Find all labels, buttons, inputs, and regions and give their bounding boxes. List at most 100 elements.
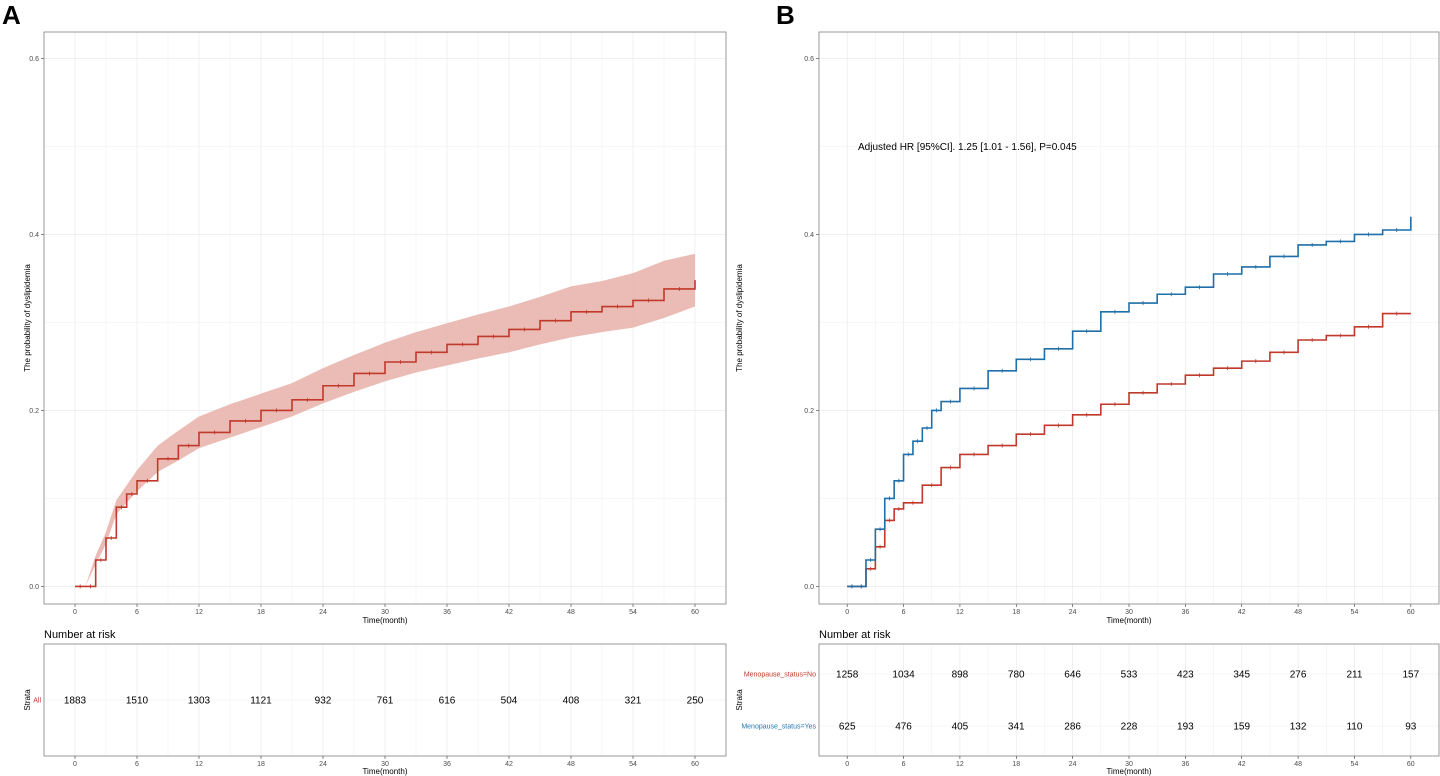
panel-a-xtick-label-9: 54 [629, 609, 637, 616]
panel-a-risk-title: Number at risk [44, 629, 116, 641]
panel-a-xtick-label-2: 12 [195, 609, 203, 616]
panel-a-risk-xtick-label-0: 0 [73, 761, 77, 768]
panel-b-xtick-label-6: 36 [1181, 609, 1189, 616]
panel-b-risk-value-0-7: 345 [1233, 670, 1250, 681]
panel-b-xtick-label-8: 48 [1294, 609, 1302, 616]
panel-b-ytick-label-3: 0.6 [804, 56, 814, 63]
panel-a-xtick-label-0: 0 [73, 609, 77, 616]
panel-b-risk-xtick-label-4: 24 [1069, 761, 1077, 768]
panel-b-ytick-label-2: 0.4 [804, 232, 814, 239]
panel-a-xtick-label-10: 60 [691, 609, 699, 616]
panel-b-risk-value-1-3: 341 [1008, 722, 1025, 733]
panel-a-risk-xtick-label-10: 60 [691, 761, 699, 768]
panel-b-xtick-label-2: 12 [956, 609, 964, 616]
panel-b-x-axis-title: Time(month) [1106, 616, 1151, 625]
panel-a-risk-xtick-label-8: 48 [567, 761, 575, 768]
panel-a-risk-value-0-8: 408 [563, 696, 580, 707]
panel-a-risk-x-title: Time(month) [362, 767, 407, 776]
panel-b-strata-name-1: Menopause_status=Yes [741, 724, 816, 731]
panel-b-risk-xtick-label-8: 48 [1294, 761, 1302, 768]
panel-b-xtick-label-10: 60 [1407, 609, 1415, 616]
panel-a-y-ticks: 0.0 0.2 0.4 0.6 [29, 56, 44, 591]
panel-b-label: B [776, 0, 795, 30]
panel-a-risk-value-0-6: 616 [439, 696, 456, 707]
panel-b-risk-rows: Menopause_status=No 1258 1034 898 780 646 533 4… [741, 670, 1419, 733]
panel-a-risk-value-0-4: 932 [315, 696, 332, 707]
panel-a-risk-xtick-label-2: 12 [195, 761, 203, 768]
panel-b-xtick-label-4: 24 [1069, 609, 1077, 616]
panel-a-risk-value-0-1: 1510 [126, 696, 149, 707]
panel-a-risk-rows: All 1883 1510 1303 1121 932 761 616 504 408 321 250 [33, 696, 704, 707]
panel-b-risk-table: Number at risk Menopause_status=No 1258 10… [735, 629, 1440, 776]
panel-b-risk-title: Number at risk [819, 629, 891, 641]
panel-b-strata-label: Strata [735, 689, 744, 711]
panel-a-risk-value-0-3: 1121 [250, 696, 272, 707]
panel-b-frame [818, 31, 1440, 605]
panel-b-risk-xtick-label-0: 0 [845, 761, 849, 768]
panel-a-xtick-label-1: 6 [135, 609, 139, 616]
panel-b-risk-x-title: Time(month) [1106, 767, 1151, 776]
panel-b-grid [819, 32, 1439, 604]
panel-b-curve-1 [847, 216, 1412, 588]
panel-a-ci-band [75, 253, 695, 587]
panel-a-curves [75, 280, 696, 589]
panel-a-risk-value-0-7: 504 [501, 696, 518, 707]
panel-b-risk-value-1-10: 93 [1405, 722, 1417, 733]
panel-a-risk-grid [44, 644, 726, 756]
panel-b-risk-value-0-1: 1034 [892, 670, 915, 681]
panel-a-strata-label: Strata [23, 689, 32, 711]
panel-a-ytick-label-0: 0.0 [29, 584, 39, 591]
panel-a-xtick-label-3: 18 [257, 609, 265, 616]
panel-a-ci-area-0 [75, 253, 695, 587]
panel-b-ytick-label-0: 0.0 [804, 584, 814, 591]
panel-b-risk-value-1-8: 132 [1290, 722, 1307, 733]
panel-b-risk-xtick-label-9: 54 [1351, 761, 1359, 768]
panel-a-label: A [2, 0, 21, 30]
panel-b-curve-0 [847, 312, 1411, 588]
panel-a-strata-name-0: All [33, 698, 41, 705]
panel-a-risk-xtick-label-5: 30 [381, 761, 389, 768]
panel-b-risk-xtick-label-1: 6 [902, 761, 906, 768]
panel-b-plot: 0.0 0.2 0.4 0.6 0 6 12 18 24 30 36 42 48 54 60 Adjust… [735, 31, 1440, 625]
panel-b-xtick-label-1: 6 [902, 609, 906, 616]
panel-b-strata-name-0: Menopause_status=No [744, 672, 816, 679]
panel-b-risk-value-1-9: 110 [1346, 722, 1362, 733]
panel-a-risk-table: Number at risk All 1883 1510 1303 1121 932 761… [23, 629, 727, 776]
panel-b-risk-value-0-0: 1258 [836, 670, 859, 681]
panel-b-y-axis-title: The probability of dyslipidemia [735, 264, 744, 372]
panel-b-xtick-label-7: 42 [1238, 609, 1246, 616]
panel-b-risk-value-1-4: 286 [1064, 722, 1081, 733]
panel-a-y-axis-title: The probability of dyslipidemia [23, 264, 32, 372]
panel-b-y-ticks: 0.0 0.2 0.4 0.6 [804, 56, 819, 591]
panel-a-ytick-label-1: 0.2 [29, 408, 39, 415]
panel-a-risk-xtick-label-6: 36 [443, 761, 451, 768]
panel-b-risk-value-1-6: 193 [1177, 722, 1194, 733]
panel-b-xtick-label-9: 54 [1351, 609, 1359, 616]
panel-a-risk-xtick-label-4: 24 [319, 761, 327, 768]
panel-a-risk-x-ticks: 0 6 12 18 24 30 36 42 48 54 60 [73, 756, 699, 768]
panel-b-hr-annotation: Adjusted HR [95%CI]. 1.25 [1.01 - 1.56],… [858, 142, 1077, 153]
panel-a-xtick-label-7: 42 [505, 609, 513, 616]
panel-b-risk-grid [819, 644, 1439, 756]
panel-b-risk-xtick-label-10: 60 [1407, 761, 1415, 768]
panel-b-risk-x-ticks: 0 6 12 18 24 30 36 42 48 54 60 [845, 756, 1415, 768]
panel-b-risk-value-1-0: 625 [839, 722, 856, 733]
panel-a-risk-xtick-label-3: 18 [257, 761, 265, 768]
panel-b-risk-value-0-9: 211 [1346, 670, 1362, 681]
panel-a-plot: 0.0 0.2 0.4 0.6 0 6 12 18 24 30 36 42 48 54 60 Time(m… [23, 31, 727, 625]
panel-b-risk-value-0-3: 780 [1008, 670, 1025, 681]
panel-b-risk-value-1-2: 405 [952, 722, 969, 733]
panel-b-risk-xtick-label-7: 42 [1238, 761, 1246, 768]
panel-a-xtick-label-8: 48 [567, 609, 575, 616]
panel-b-x-ticks: 0 6 12 18 24 30 36 42 48 54 60 [845, 604, 1415, 616]
panel-b-xtick-label-0: 0 [845, 609, 849, 616]
panel-b-risk-xtick-label-6: 36 [1181, 761, 1189, 768]
panel-b-risk-value-0-5: 533 [1121, 670, 1138, 681]
panel-b-ytick-label-1: 0.2 [804, 408, 814, 415]
panel-a-risk-value-0-0: 1883 [64, 696, 87, 707]
panel-a-risk-value-0-2: 1303 [188, 696, 211, 707]
panel-a-risk-value-0-5: 761 [377, 696, 394, 707]
panel-b-xtick-label-3: 18 [1012, 609, 1020, 616]
panel-b-risk-value-0-4: 646 [1064, 670, 1081, 681]
panel-b-risk-value-0-8: 276 [1290, 670, 1307, 681]
